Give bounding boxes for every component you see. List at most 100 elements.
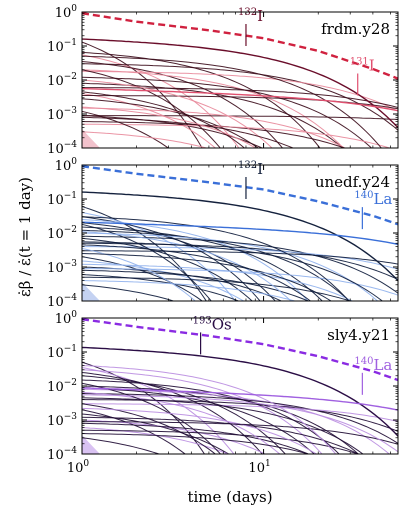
total-heating-curve [82, 165, 398, 226]
annotation-label: 193Os [193, 315, 232, 333]
nuclide-curve-17 [82, 429, 360, 454]
nuclide-curve-8 [82, 235, 398, 294]
y-tick-label: 10−4 [47, 140, 77, 157]
chart-panels: 132I131Ifrdm.y2810−410−310−210−1100132I1… [47, 4, 399, 476]
nuclide-curve-13 [82, 419, 267, 454]
x-tick-exponent: 0 [83, 459, 89, 469]
nuclide-curve-5 [82, 226, 323, 301]
nuclide-curve-24 [82, 421, 398, 445]
annotated-curve-0 [82, 346, 398, 437]
nuclide-curve-19 [82, 131, 209, 148]
nuclide-curve-16 [82, 263, 354, 301]
nuclide-curve-16 [82, 123, 392, 148]
y-tick-label: 10−2 [47, 72, 77, 89]
nuclide-curve-29 [82, 241, 384, 301]
nuclide-curve-24 [82, 244, 312, 301]
y-tick-label: 10−3 [47, 106, 77, 123]
nuclide-curve-18 [82, 276, 352, 301]
y-tick-base: 10 [47, 380, 64, 395]
nuclide-curve-13 [82, 107, 347, 148]
shaded-region [82, 281, 100, 301]
nuclide-curve-22 [82, 79, 273, 148]
nuclide-curve-3 [82, 375, 286, 454]
shaded-region [82, 434, 100, 454]
x-tick-exponent: 1 [265, 459, 271, 469]
nuclide-curve-24 [82, 116, 295, 148]
annotated-curve-1 [82, 87, 398, 112]
y-tick-label: 10−2 [47, 378, 77, 395]
annotation-label: 132I [238, 160, 263, 178]
nuclide-curve-8 [82, 87, 398, 108]
nuclide-curve-9 [82, 242, 398, 280]
y-tick-label: 100 [55, 157, 78, 174]
nuclide-curve-18 [82, 110, 170, 148]
annotated-curve-1 [82, 221, 398, 246]
annotation-mass-number: 140 [354, 356, 373, 367]
y-tick-base: 10 [47, 414, 64, 429]
y-tick-label: 10−1 [47, 191, 77, 208]
chart-panel-sly4.y21: 193Os140Lasly4.y2110−410−310−210−1100100… [47, 310, 399, 476]
nuclide-curve-28 [82, 280, 297, 301]
nuclide-curve-20 [82, 382, 222, 454]
nuclide-curve-28 [82, 394, 398, 453]
nuclide-curve-9 [82, 115, 398, 120]
annotation-mass-number: 193 [193, 315, 212, 326]
y-tick-exponent: −3 [64, 412, 78, 422]
annotation-element: Os [212, 315, 232, 333]
annotation-label: 140La [354, 190, 392, 208]
nuclide-curve-8 [82, 393, 398, 444]
nuclide-curve-16 [82, 427, 230, 454]
annotation-element: I [369, 57, 375, 75]
y-tick-label: 10−2 [47, 225, 77, 242]
nuclide-curve-17 [82, 274, 240, 301]
y-tick-label: 100 [55, 4, 78, 21]
nuclide-curve-2 [82, 372, 263, 454]
nuclide-curve-26 [82, 216, 350, 301]
nuclide-curve-11 [82, 250, 398, 265]
panel-label: unedf.y24 [315, 173, 390, 191]
annotation-label: 140La [354, 356, 392, 374]
nuclide-curve-27 [82, 433, 311, 454]
nuclide-curve-9 [82, 399, 398, 432]
x-axis-label: time (days) [187, 488, 272, 506]
nuclide-curve-25 [82, 365, 337, 454]
total-heating-curve [82, 318, 398, 382]
y-tick-exponent: −3 [64, 259, 78, 269]
nuclide-curve-12 [82, 413, 230, 454]
nuclide-curve-21 [82, 387, 315, 454]
nuclide-curve-5 [82, 76, 373, 148]
y-tick-label: 10−3 [47, 412, 77, 429]
panel-label: frdm.y28 [321, 20, 390, 38]
y-tick-base: 10 [47, 193, 64, 208]
y-tick-exponent: −4 [64, 140, 78, 150]
y-tick-base: 10 [47, 227, 64, 242]
y-tick-label: 10−4 [47, 446, 77, 463]
nuclide-curve-20 [82, 237, 253, 301]
y-tick-base: 10 [47, 295, 64, 310]
annotated-curve-1 [82, 387, 398, 411]
y-tick-exponent: −3 [64, 106, 78, 116]
nuclide-curve-13 [82, 260, 245, 301]
y-tick-exponent: −1 [64, 191, 77, 201]
y-tick-base: 10 [47, 74, 64, 89]
nuclide-curve-10 [82, 403, 398, 422]
nuclide-curve-11 [82, 98, 259, 148]
nuclide-curve-26 [82, 437, 161, 454]
plot-area [82, 165, 398, 301]
y-tick-label: 10−1 [47, 344, 77, 361]
y-tick-base: 10 [47, 108, 64, 123]
annotation-mass-number: 140 [354, 190, 373, 201]
annotation-mass-number: 131 [350, 57, 369, 68]
nuclide-curve-21 [82, 69, 221, 148]
nuclide-curve-27 [82, 284, 176, 301]
y-tick-exponent: 0 [71, 157, 77, 167]
annotation-element: La [373, 356, 392, 374]
nuclide-curve-19 [82, 248, 196, 301]
nuclide-curve-18 [82, 403, 217, 454]
plot-area [82, 318, 398, 454]
annotation-element: La [373, 190, 392, 208]
annotated-curve-0 [82, 38, 398, 129]
nuclide-curve-0 [82, 206, 207, 301]
